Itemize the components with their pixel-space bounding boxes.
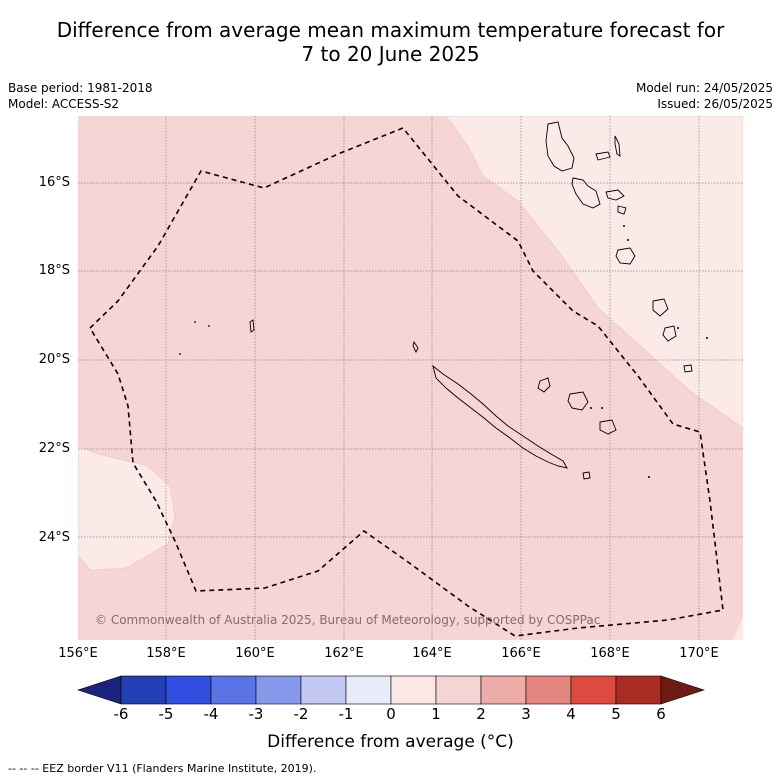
colorbar-tick-label: 4	[566, 705, 576, 723]
vanuatu-espiritu-santo	[545, 121, 575, 172]
colorbar-tick-label: -6	[113, 705, 129, 723]
colorbar-bin	[210, 675, 257, 705]
lat-label: 16°S	[38, 175, 70, 190]
lat-label: 18°S	[38, 263, 70, 278]
anomaly-region-light-se	[733, 616, 743, 640]
forecast-map	[78, 116, 743, 640]
issued-date: Issued: 26/05/2025	[657, 97, 773, 111]
small-islets	[179, 225, 708, 478]
colorbar-bin	[435, 675, 482, 705]
title-line-2: 7 to 20 June 2025	[301, 42, 480, 66]
lon-label: 170°E	[679, 646, 719, 661]
vanuatu-ambrym	[605, 189, 625, 201]
colorbar	[0, 670, 781, 730]
eez-legend-note: -- -- -- EEZ border V11 (Flanders Marine…	[8, 762, 317, 775]
colorbar-bin	[525, 675, 572, 705]
colorbar-tick-label: -2	[293, 705, 309, 723]
colorbar-bin	[255, 675, 302, 705]
coastlines	[249, 121, 693, 480]
vanuatu-ambae	[595, 151, 611, 161]
belep-islands	[412, 340, 419, 354]
colorbar-bin	[390, 675, 437, 705]
colorbar-bin	[480, 675, 527, 705]
colorbar-tick-label: -1	[338, 705, 354, 723]
vanuatu-maewo	[614, 135, 621, 157]
colorbar-tick-label: 3	[521, 705, 531, 723]
isle-of-pines	[582, 471, 591, 480]
colorbar-bin	[120, 675, 167, 705]
title-line-1: Difference from average mean maximum tem…	[56, 18, 725, 42]
vanuatu-tanna	[662, 325, 677, 342]
graticule	[78, 116, 743, 640]
loyalty-island-1	[537, 377, 551, 393]
meta-right: Model run: 24/05/2025 Issued: 26/05/2025	[636, 80, 773, 112]
loyalty-island-2	[567, 391, 589, 411]
meta-left: Base period: 1981-2018 Model: ACCESS-S2	[8, 80, 153, 112]
colorbar-bin	[165, 675, 212, 705]
colorbar-ticks: -6 -5 -4 -3 -2 -1 0 1 2 3 4 5 6	[0, 705, 781, 725]
vanuatu-efate	[615, 247, 636, 265]
lon-label: 166°E	[501, 646, 541, 661]
colorbar-bin	[615, 675, 662, 705]
colorbar-tick-label: -4	[203, 705, 219, 723]
base-period: Base period: 1981-2018	[8, 81, 153, 95]
colorbar-tick-label: 0	[386, 705, 396, 723]
colorbar-tick-label: 5	[611, 705, 621, 723]
colorbar-extend-low	[77, 675, 122, 705]
colorbar-bin	[570, 675, 617, 705]
anomaly-region-light-sw	[78, 445, 176, 571]
colorbar-tick-label: -5	[158, 705, 174, 723]
lat-label: 22°S	[38, 441, 70, 456]
colorbar-tick-label: 6	[656, 705, 666, 723]
lon-label: 168°E	[590, 646, 630, 661]
eez-border	[88, 127, 724, 637]
map-title: Difference from average mean maximum tem…	[0, 18, 781, 66]
model-run: Model run: 24/05/2025	[635, 81, 773, 95]
colorbar-swatches	[77, 675, 705, 705]
loyalty-islet-small	[249, 319, 255, 333]
vanuatu-erromango	[652, 298, 669, 317]
colorbar-label: Difference from average (°C)	[267, 732, 514, 752]
colorbar-svg	[77, 675, 705, 705]
model-name: Model: ACCESS-S2	[8, 97, 120, 111]
lon-label: 164°E	[412, 646, 452, 661]
colorbar-extend-high	[660, 675, 705, 705]
new-caledonia-island	[432, 364, 568, 469]
vanuatu-malekula	[571, 177, 601, 209]
colorbar-tick-label: -3	[248, 705, 264, 723]
lon-label: 158°E	[146, 646, 186, 661]
colorbar-tick-label: 2	[476, 705, 486, 723]
lon-label: 160°E	[235, 646, 275, 661]
anomaly-region-light-ne	[445, 116, 743, 429]
colorbar-tick-label: 1	[431, 705, 441, 723]
colorbar-bin	[345, 675, 392, 705]
map-svg	[78, 116, 743, 640]
lon-label: 162°E	[324, 646, 364, 661]
vanuatu-aneityum	[683, 364, 693, 373]
lon-label: 156°E	[58, 646, 98, 661]
vanuatu-epi	[617, 205, 627, 215]
loyalty-island-3	[599, 419, 617, 435]
lat-label: 20°S	[38, 352, 70, 367]
lat-label: 24°S	[38, 530, 70, 545]
colorbar-bin	[300, 675, 347, 705]
copyright-notice: © Commonwealth of Australia 2025, Bureau…	[95, 613, 601, 627]
